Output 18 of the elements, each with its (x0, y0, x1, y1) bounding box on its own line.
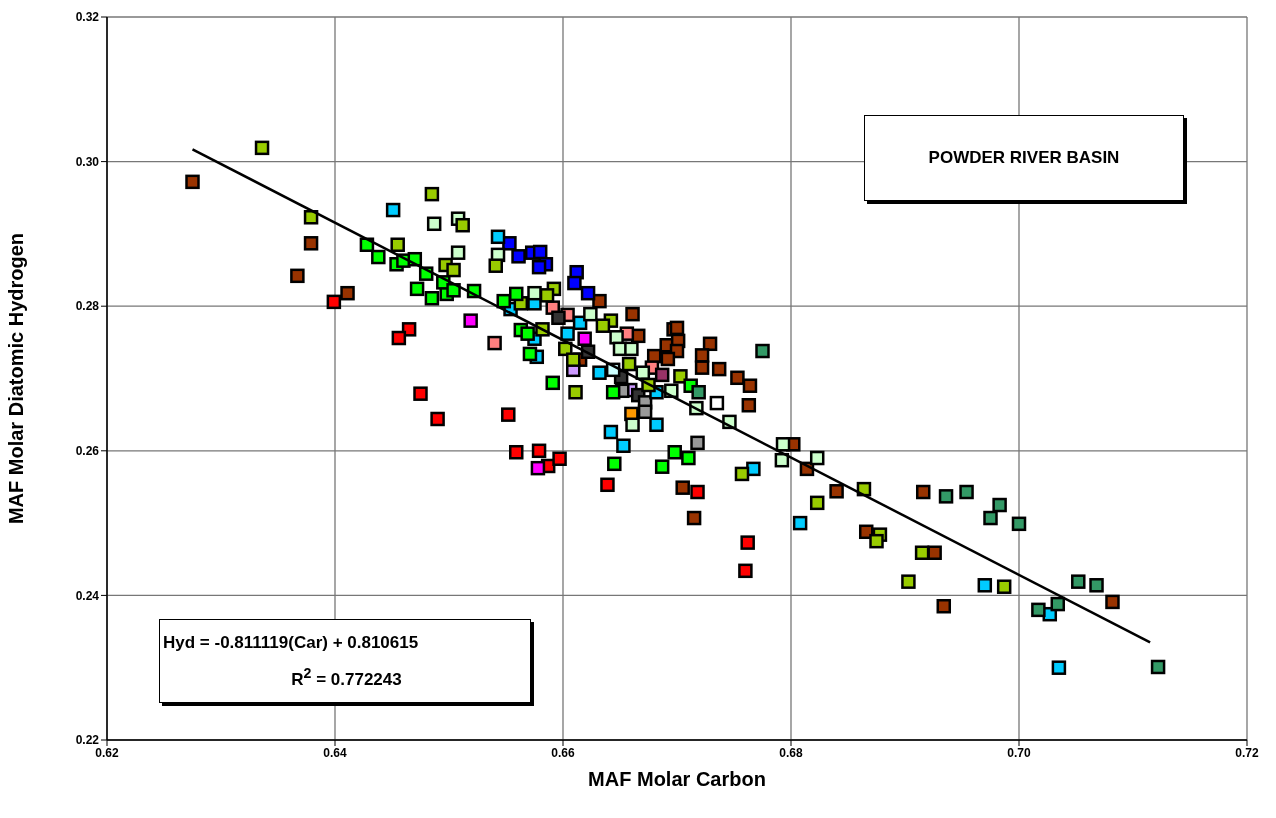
y-tick-label: 0.30 (75, 154, 100, 169)
note-box: POWDER RIVER BASIN (864, 115, 1184, 201)
y-tick-label: 0.28 (75, 299, 100, 314)
y-tick-label: 0.32 (75, 10, 100, 25)
note-box: Hyd = -0.811119(Car) + 0.810615 R$^{2}$ = 0.772243 (159, 619, 531, 703)
x-tick-label: 0.70 (1007, 745, 1031, 760)
annotation: R$^{2}$ = 0.772243 (290, 663, 403, 691)
y-tick-label: 0.26 (75, 444, 100, 459)
y-tick-label: 0.24 (75, 588, 100, 603)
annotation: Hyd = -0.811119(Car) + 0.810615 (162, 631, 420, 654)
x-tick-label: 0.66 (551, 745, 575, 760)
x-tick-label: 0.62 (95, 745, 119, 760)
y-tick-label: 0.22 (75, 733, 100, 748)
x-tick-label: 0.68 (779, 745, 803, 760)
x-axis-title: MAF Molar Carbon (588, 768, 766, 790)
x-tick-label: 0.64 (323, 745, 347, 760)
x-tick-label: 0.72 (1235, 745, 1259, 760)
y-axis-title: MAF Molar Diatomic Hydrogen (5, 232, 28, 525)
